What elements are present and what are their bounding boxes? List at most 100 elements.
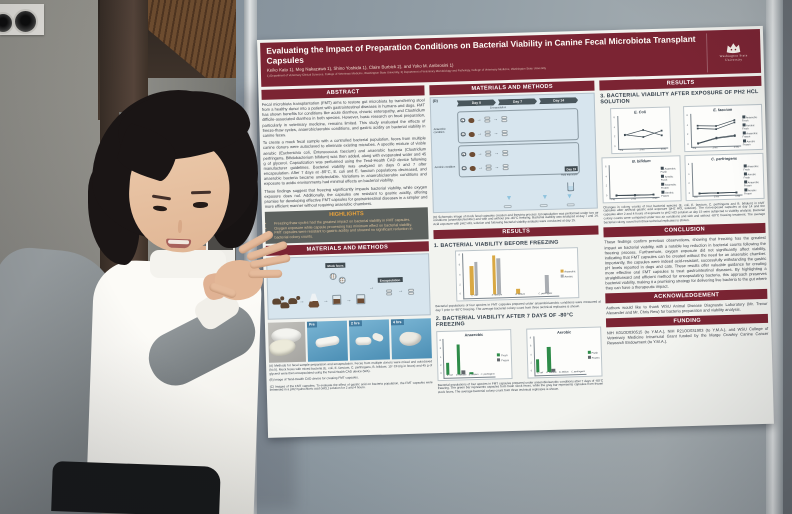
legend-swatch <box>743 187 747 191</box>
results1-caption: Bacterial populations of four species in… <box>435 299 601 312</box>
feces-icon <box>467 117 474 123</box>
y-tick: 6 <box>439 347 442 351</box>
legend-swatch <box>742 130 746 134</box>
y-tick: 2 <box>459 283 461 287</box>
anaerobic-rows-group: 1 → → 2 → → <box>457 108 580 144</box>
capsule-photo-4hrs: 4 hrs <box>390 317 432 359</box>
x-axis-labels: Pre 2 hrs 4 hrs <box>692 196 742 199</box>
x-tick-label: 4 hrs <box>733 146 739 149</box>
x-tick-label: B. bifidum <box>468 373 479 376</box>
bar-pair <box>469 338 478 374</box>
capsule-icon <box>485 153 492 157</box>
conclusion-text: These findings confirm previous observat… <box>604 235 767 291</box>
capsule-image <box>314 334 341 348</box>
line-chart: B. bifidum 6 4 2 0 Pre 2 hrs 4 hrs Anaerobic Fre… <box>601 155 682 204</box>
data-point <box>716 191 719 194</box>
line-chart: E. faecium 6 4 2 0 Pre 2 hrs 4 hrs Anaerobic Fre… <box>683 103 764 153</box>
legend-item: Fresh <box>497 352 509 357</box>
y-tick: 2 <box>613 135 616 139</box>
x-tick-label: 4 hrs <box>660 148 666 151</box>
capsule-pair-icon <box>501 130 508 137</box>
timeline-diagram: (D) Day 0 Day 7 Day 14 Encapsulation Ana… <box>429 92 599 214</box>
capsule-pair-icon <box>386 289 393 296</box>
bar-pair <box>546 336 556 372</box>
chart-legend: Anaerobic Fresh Aerobic Fresh Anaerobic Fr… <box>743 161 761 197</box>
day0-chevron: Day 0 <box>457 99 496 106</box>
y-tick: 2 <box>688 182 690 186</box>
x-tick-label: Pre <box>611 199 615 202</box>
wsu-logo-text: Washington State University <box>720 54 748 63</box>
round-vent-icon <box>13 9 38 34</box>
legend-item: Fresh <box>587 350 599 354</box>
chart-plot: E. coli E. faecium B. bifidum C. perfringen… <box>533 335 587 377</box>
legend-swatch <box>497 357 501 362</box>
data-point <box>696 124 699 127</box>
legend-item: Anaerobic Frozen <box>743 179 760 187</box>
x-tick-label: E. coli <box>446 374 453 377</box>
bar-aerobic <box>496 258 501 295</box>
y-axis-ticks: 6 4 2 0 <box>686 114 688 150</box>
y-axis-ticks: 8 6 4 2 0 <box>458 254 461 300</box>
chart-body: 8 6 4 2 0 E. coli E. faecium B. bifidum C. perfr… <box>530 335 600 377</box>
legend-swatch <box>660 182 665 186</box>
chart-plot: E. coli E. faecium B. bifidum C. perfringen… <box>442 337 496 380</box>
y-axis-ticks: 8 6 4 2 0 <box>530 337 532 377</box>
x-tick-label: E. coli <box>537 371 544 374</box>
after-freezing-charts: Anaerobic 8 6 4 2 0 E. coli E. faecium B. bifidu… <box>436 326 604 382</box>
x-tick-label: 2 hrs <box>712 147 718 150</box>
legend-swatch <box>742 138 746 142</box>
aerobic-rows-group: 3 → → 4 → → <box>458 142 581 178</box>
bar-pair <box>540 251 550 294</box>
abstract-paragraph: These findings suggest that freezing sig… <box>264 184 428 210</box>
poster-column-right: RESULTS 3. BACTERIAL VIABILITY AFTER EXP… <box>599 75 770 391</box>
x-tick-label: Pre <box>619 149 624 152</box>
legend-item: Frozen <box>587 355 600 359</box>
capsule-icon <box>386 292 393 296</box>
bar-aerobic <box>545 275 550 294</box>
data-point <box>733 119 735 121</box>
wsu-cougar-logo-icon <box>726 43 741 54</box>
y-tick: 6 <box>605 165 607 169</box>
x-axis-labels: Pre 2 hrs 4 hrs <box>609 198 659 201</box>
chart-plot: E. coli E. faecium B. bifidum C. perfringen… <box>461 251 560 300</box>
y-tick: 6 <box>458 263 461 267</box>
capsule-photo-pre: Pre <box>306 320 348 362</box>
y-tick: 0 <box>614 144 616 149</box>
capsule-icon <box>501 133 508 137</box>
bacteria-plate-icon <box>338 276 346 284</box>
bar-pair <box>483 338 492 374</box>
row-number: 1 <box>460 118 465 124</box>
line-chart-canvas <box>616 114 668 150</box>
y-axis-ticks: 6 4 2 0 <box>613 116 615 152</box>
y-axis-ticks: 8 6 4 2 0 <box>439 339 441 379</box>
row-number: 2 <box>460 132 466 138</box>
bar-group: E. coli <box>469 253 479 298</box>
data-point <box>641 129 644 131</box>
row-number: 4 <box>461 166 467 172</box>
chart-acid-bbifidum: B. bifidum 6 4 2 0 Pre 2 hrs 4 hrs Anaerobic Fre… <box>601 155 682 204</box>
right-arrow-icon: → <box>493 116 498 122</box>
bar-chart: 8 6 4 2 0 E. coli E. faecium B. bifidum C. perfr… <box>455 247 580 302</box>
bar-group: B. bifidum <box>558 336 569 375</box>
results3-heading: 3. BACTERIAL VIABILITY AFTER EXPOSURE OF… <box>600 89 759 106</box>
legend-item: Frozen <box>497 357 509 362</box>
chart-body: 6 4 2 0 Pre 2 hrs 4 hrs <box>613 114 668 152</box>
data-point <box>698 192 700 195</box>
chart-legend: Anaerobic Aerobic <box>560 251 577 297</box>
y-tick: 0 <box>605 194 608 198</box>
capsule-icon <box>484 119 491 123</box>
legend-item: Aerobic <box>560 274 575 278</box>
legend-swatch <box>743 163 747 167</box>
capsule-pair-icon <box>500 116 507 123</box>
capsule-outline-icon <box>567 202 576 207</box>
y-tick: 4 <box>686 123 689 127</box>
legend-swatch <box>560 274 564 278</box>
feces-jar-icon <box>332 294 342 306</box>
y-tick: 6 <box>687 162 690 167</box>
bar-group: C. perfringens <box>537 251 552 296</box>
line-chart-canvas <box>691 161 743 197</box>
x-tick-label: E. coli <box>471 294 478 298</box>
data-point <box>733 121 735 124</box>
legend-item: Aerobic Frozen <box>742 138 756 146</box>
y-tick: 0 <box>688 191 691 195</box>
